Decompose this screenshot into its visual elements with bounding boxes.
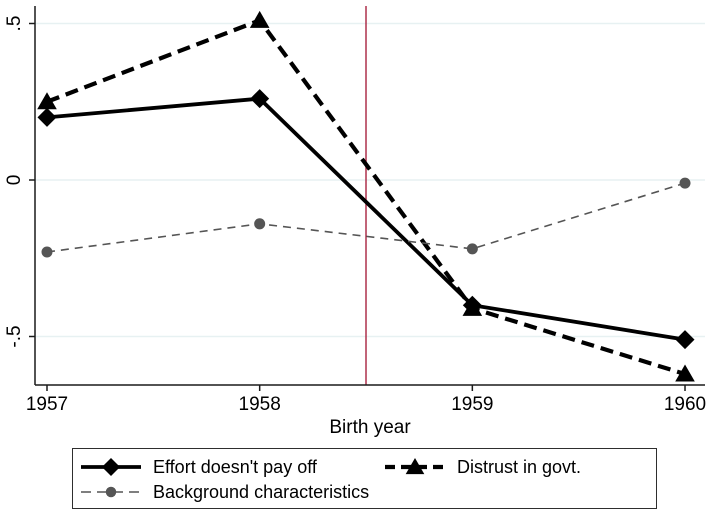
x-tick-label: 1958 <box>239 394 281 415</box>
diamond-marker-icon <box>250 89 270 109</box>
legend-label-effort: Effort doesn't pay off <box>153 456 317 477</box>
legend-label-distrust: Distrust in govt. <box>457 456 582 477</box>
legend-entry-background: Background characteristics <box>80 480 369 504</box>
legend-key-solid-diamond-icon <box>81 457 141 477</box>
circle-marker-icon <box>105 486 117 498</box>
plot-area: .5 0 -.5 1957 1958 1959 1960 <box>4 6 706 415</box>
series-line-1 <box>46 17 686 377</box>
y-tick-label: .5 <box>4 16 25 32</box>
triangle-marker-icon <box>462 298 483 316</box>
legend-key-gray-dashed-circle-icon <box>81 486 141 498</box>
legend-key-dashed-triangle-icon <box>385 457 445 475</box>
y-tick-label: 0 <box>4 175 25 186</box>
legend-entry-distrust: Distrust in govt. <box>384 455 581 479</box>
diamond-marker-icon <box>675 330 695 350</box>
x-axis-title: Birth year <box>329 417 411 438</box>
diamond-marker-icon <box>101 457 121 477</box>
triangle-marker-icon <box>249 10 270 28</box>
series-line-2 <box>46 182 686 253</box>
legend-box: Effort doesn't pay off Distrust in govt.… <box>72 448 657 509</box>
circle-marker-icon <box>466 243 478 255</box>
circle-marker-icon <box>679 177 691 189</box>
triangle-marker-icon <box>675 364 695 382</box>
triangle-marker-icon <box>405 457 425 475</box>
x-tick-label: 1960 <box>664 394 706 415</box>
triangle-marker-icon <box>37 92 57 110</box>
legend-entry-effort: Effort doesn't pay off <box>80 455 317 479</box>
series-line-0 <box>46 96 686 342</box>
circle-marker-icon <box>254 218 266 230</box>
diamond-marker-icon <box>37 107 57 127</box>
circle-marker-icon <box>41 246 53 258</box>
legend-label-background: Background characteristics <box>153 481 370 502</box>
x-tick-label: 1957 <box>26 394 68 415</box>
y-tick-label: -.5 <box>4 325 25 347</box>
x-tick-label: 1959 <box>451 394 493 415</box>
